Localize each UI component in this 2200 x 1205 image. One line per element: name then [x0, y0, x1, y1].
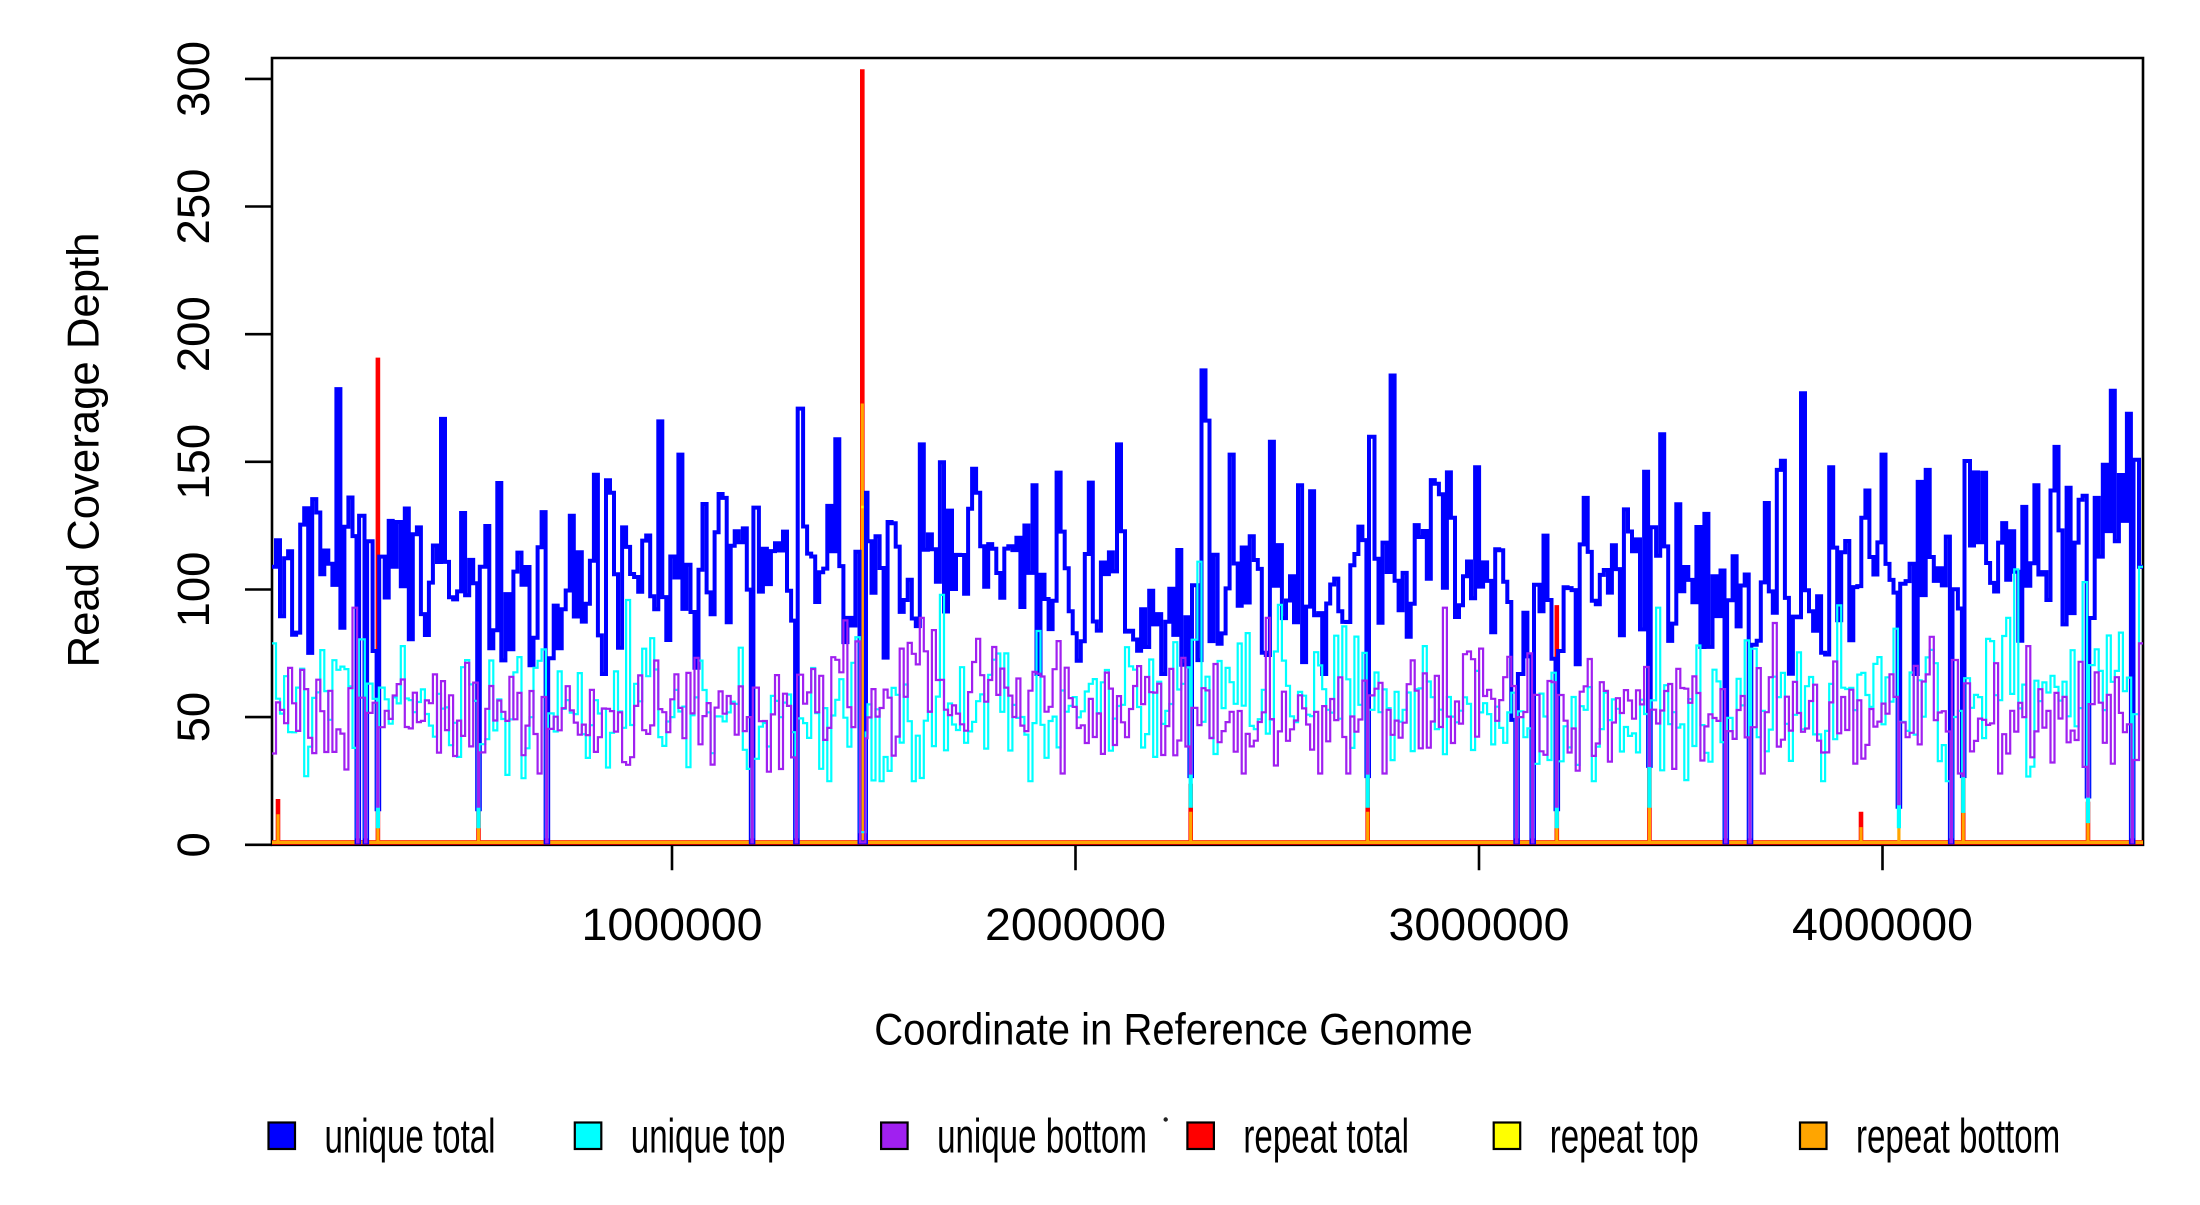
svg-text:1000000: 1000000 [582, 899, 763, 950]
svg-text:unique bottom: unique bottom [937, 1111, 1147, 1164]
svg-text:repeat total: repeat total [1243, 1111, 1409, 1164]
svg-text:Read Coverage Depth: Read Coverage Depth [59, 233, 108, 668]
svg-text:unique top: unique top [631, 1111, 786, 1164]
svg-text:unique total: unique total [325, 1111, 496, 1164]
svg-text:Coordinate in Reference Genome: Coordinate in Reference Genome [874, 1006, 1473, 1055]
svg-text:100: 100 [168, 552, 219, 628]
svg-text:50: 50 [168, 692, 219, 743]
svg-text:0: 0 [168, 832, 219, 857]
svg-text:4000000: 4000000 [1792, 899, 1973, 950]
svg-text:repeat bottom: repeat bottom [1856, 1111, 2060, 1164]
svg-text:2000000: 2000000 [985, 899, 1166, 950]
svg-text:3000000: 3000000 [1389, 899, 1570, 950]
svg-text:300: 300 [168, 41, 219, 117]
svg-text:250: 250 [168, 169, 219, 245]
svg-text:150: 150 [168, 424, 219, 500]
svg-text:200: 200 [168, 296, 219, 372]
svg-text:repeat top: repeat top [1550, 1111, 1699, 1164]
